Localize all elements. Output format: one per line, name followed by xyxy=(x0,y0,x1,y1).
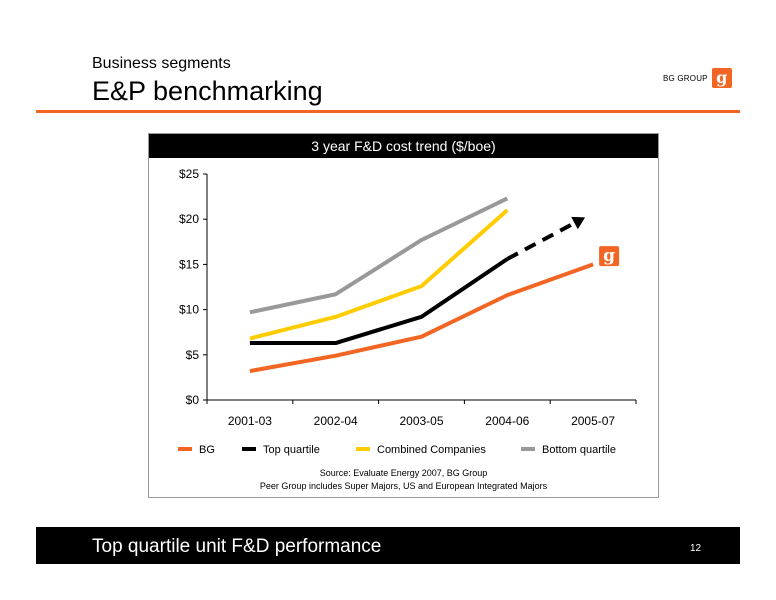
series-line xyxy=(249,208,509,341)
projection-arrow-line xyxy=(506,221,576,261)
series-line xyxy=(249,262,594,374)
y-tick-label: $25 xyxy=(179,167,199,181)
y-tick-label: $20 xyxy=(179,212,199,226)
bg-logo-annotation xyxy=(599,246,620,267)
footer-text: Top quartile unit F&D performance xyxy=(92,536,382,557)
source-line-2: Peer Group includes Super Majors, US and… xyxy=(259,481,548,491)
x-tick-label: 2002-04 xyxy=(314,414,358,428)
series-line xyxy=(249,196,509,315)
x-tick-label: 2005-07 xyxy=(571,414,615,428)
y-tick-label: $5 xyxy=(186,348,200,362)
page-number: 12 xyxy=(690,543,702,554)
projection-arrow-head xyxy=(571,216,586,230)
source-line-1: Source: Evaluate Energy 2007, BG Group xyxy=(319,468,488,478)
legend-label: Bottom quartile xyxy=(542,444,616,456)
chart-panel: $0 $5 $10 $15 $20 $25 2001-03 2002-04 2003-05 200… xyxy=(148,133,659,498)
bg-logo-annotation-text: g xyxy=(603,246,615,266)
line-chart: $0 $5 $10 $15 $20 $25 2001-03 2002-04 2003-05 200… xyxy=(178,167,637,456)
legend-label: Combined Companies xyxy=(377,444,486,456)
x-tick-label: 2003-05 xyxy=(399,414,443,428)
x-tick-label: 2004-06 xyxy=(485,414,529,428)
header-divider xyxy=(36,110,740,113)
series-line xyxy=(249,257,509,346)
x-tick-label: 2001-03 xyxy=(228,414,272,428)
legend-label: Top quartile xyxy=(263,444,320,456)
bg-group-logo: BG GROUP g xyxy=(663,68,732,88)
y-tick-label: $10 xyxy=(179,303,199,317)
legend-label: BG xyxy=(199,444,215,456)
footer-bar xyxy=(36,527,740,564)
y-tick-label: $15 xyxy=(179,257,199,271)
chart-title: 3 year F&D cost trend ($/boe) xyxy=(149,134,658,158)
header-subtitle: Business segments xyxy=(92,55,231,72)
logo-text: BG GROUP xyxy=(663,73,708,83)
y-tick-label: $0 xyxy=(186,393,200,407)
page-title: E&P benchmarking xyxy=(92,76,323,106)
bg-logo-icon: g xyxy=(711,68,732,88)
chart-source: Source: Evaluate Energy 2007, BG Group P… xyxy=(149,467,658,493)
